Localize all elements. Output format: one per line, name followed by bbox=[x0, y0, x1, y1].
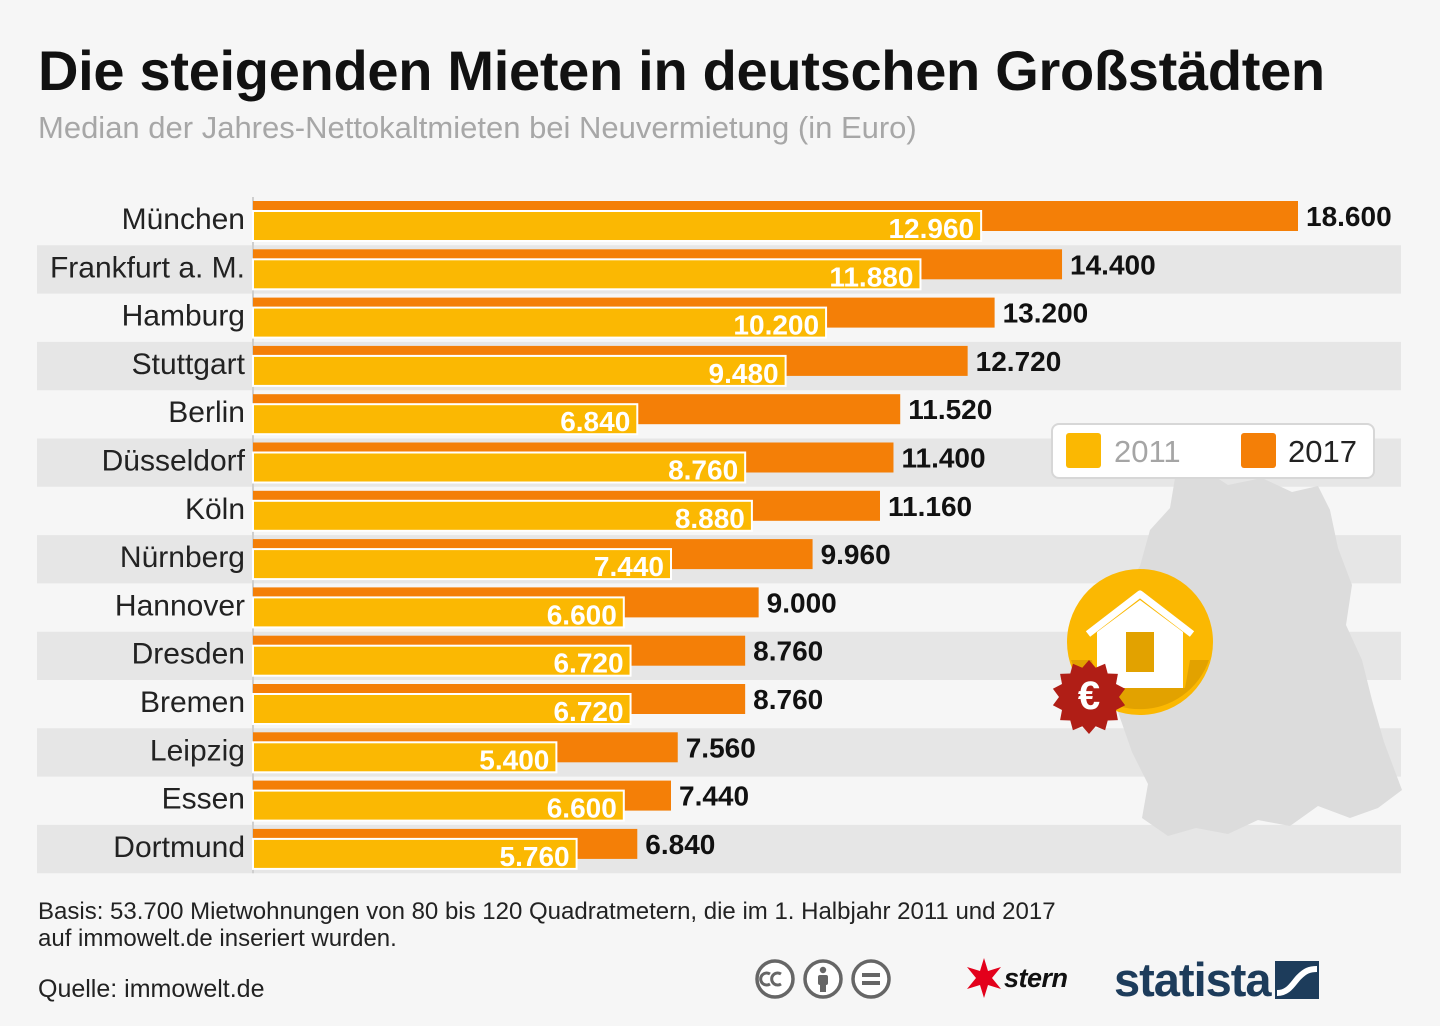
category-label: Frankfurt a. M. bbox=[50, 251, 245, 284]
footnote: Basis: 53.700 Mietwohnungen von 80 bis 1… bbox=[38, 898, 1056, 952]
value-label-2011: 8.880 bbox=[675, 503, 745, 534]
euro-symbol: € bbox=[1078, 674, 1100, 718]
germany-map-icon bbox=[1110, 470, 1402, 836]
value-label-2017: 8.760 bbox=[753, 684, 823, 715]
category-label: Stuttgart bbox=[132, 348, 246, 381]
stern-logo: stern bbox=[966, 958, 1068, 998]
bar-2011 bbox=[252, 789, 625, 822]
value-label-2017: 13.200 bbox=[1003, 298, 1089, 329]
category-label: Leipzig bbox=[150, 734, 245, 767]
value-label-2017: 6.840 bbox=[645, 829, 715, 860]
value-label-2011: 9.480 bbox=[709, 358, 779, 389]
statista-logo: statista bbox=[1114, 952, 1319, 1007]
bar-2011 bbox=[252, 306, 828, 339]
value-label-2011: 12.960 bbox=[888, 213, 974, 244]
value-label-2017: 7.440 bbox=[679, 781, 749, 812]
statista-mark-icon bbox=[1274, 960, 1319, 999]
bar-2011 bbox=[252, 644, 632, 677]
category-label: Essen bbox=[162, 783, 245, 816]
bar-2011 bbox=[252, 403, 639, 436]
bar-2011 bbox=[252, 451, 747, 484]
category-label: Dresden bbox=[132, 638, 245, 671]
license-icons bbox=[754, 958, 892, 1000]
value-label-2017: 11.160 bbox=[888, 491, 972, 522]
cc-icon bbox=[755, 959, 795, 999]
value-label-2011: 7.440 bbox=[594, 551, 664, 582]
value-label-2011: 5.400 bbox=[479, 744, 549, 775]
value-label-2017: 11.400 bbox=[901, 443, 985, 474]
category-label: Hamburg bbox=[122, 300, 245, 333]
bar-2011 bbox=[252, 258, 922, 291]
category-label: Dortmund bbox=[113, 831, 245, 864]
category-label: Köln bbox=[185, 493, 245, 526]
bar-2011 bbox=[252, 693, 632, 725]
category-label: Hannover bbox=[115, 589, 245, 622]
category-label: Düsseldorf bbox=[102, 445, 246, 478]
legend: 2011 2017 bbox=[1051, 423, 1375, 479]
bar-2011 bbox=[252, 210, 983, 242]
bar-2011 bbox=[252, 548, 672, 581]
attribution-icon bbox=[803, 959, 843, 999]
value-label-2017: 8.760 bbox=[753, 636, 823, 667]
value-label-2011: 8.760 bbox=[668, 455, 738, 486]
value-label-2017: 12.720 bbox=[976, 346, 1062, 377]
category-label: Bremen bbox=[140, 686, 245, 719]
value-label-2017: 18.600 bbox=[1306, 201, 1392, 232]
bar-2011 bbox=[252, 354, 787, 387]
value-label-2011: 6.600 bbox=[547, 793, 617, 824]
value-label-2011: 6.720 bbox=[553, 696, 623, 727]
bar-2011 bbox=[252, 596, 625, 629]
legend-swatch-2017 bbox=[1241, 433, 1276, 468]
bar-2011 bbox=[252, 499, 753, 532]
value-label-2017: 9.960 bbox=[821, 539, 891, 570]
value-label-2017: 14.400 bbox=[1070, 249, 1156, 280]
value-label-2017: 11.520 bbox=[908, 394, 992, 425]
bar-2011 bbox=[252, 837, 578, 870]
value-label-2011: 5.760 bbox=[500, 841, 570, 872]
category-label: Berlin bbox=[168, 396, 245, 429]
legend-label-2011: 2011 bbox=[1114, 434, 1181, 469]
value-label-2011: 6.600 bbox=[547, 599, 617, 630]
bar-chart: München Frankfurt a. M. Hamburg Stuttgart Be… bbox=[37, 197, 1402, 874]
value-label-2017: 7.560 bbox=[686, 732, 756, 763]
stern-wordmark: stern bbox=[1004, 962, 1068, 993]
value-label-2011: 11.880 bbox=[829, 261, 913, 292]
chart-subtitle: Median der Jahres-Nettokaltmieten bei Ne… bbox=[38, 110, 917, 145]
legend-swatch-2011 bbox=[1066, 433, 1101, 468]
bar-2011 bbox=[252, 741, 558, 774]
stern-star-icon bbox=[967, 958, 1001, 998]
chart-title: Die steigenden Mieten in deutschen Großs… bbox=[38, 39, 1325, 102]
value-label-2017: 9.000 bbox=[767, 587, 837, 618]
value-label-2011: 6.840 bbox=[560, 406, 630, 437]
value-label-2011: 10.200 bbox=[733, 310, 819, 341]
euro-badge-icon: € bbox=[1052, 660, 1126, 734]
category-label: München bbox=[122, 203, 245, 236]
legend-label-2017: 2017 bbox=[1288, 434, 1357, 469]
category-label: Nürnberg bbox=[120, 541, 245, 574]
statista-wordmark: statista bbox=[1114, 953, 1272, 1006]
source-text: Quelle: immowelt.de bbox=[38, 975, 265, 1003]
no-derivatives-icon bbox=[851, 959, 891, 999]
value-label-2011: 6.720 bbox=[553, 648, 623, 679]
